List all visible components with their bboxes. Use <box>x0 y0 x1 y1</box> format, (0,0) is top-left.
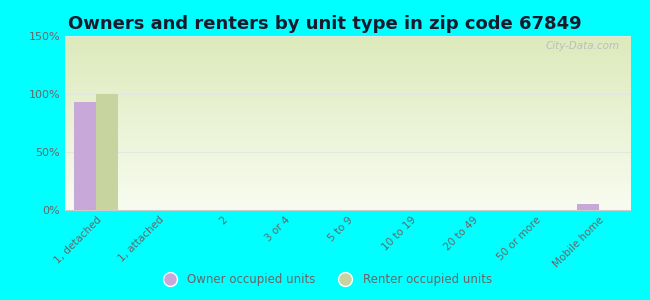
Text: City-Data.com: City-Data.com <box>545 41 619 51</box>
Legend: Owner occupied units, Renter occupied units: Owner occupied units, Renter occupied un… <box>153 269 497 291</box>
Text: Owners and renters by unit type in zip code 67849: Owners and renters by unit type in zip c… <box>68 15 582 33</box>
Bar <box>96 94 118 210</box>
Bar <box>74 102 96 210</box>
Bar <box>577 204 599 210</box>
